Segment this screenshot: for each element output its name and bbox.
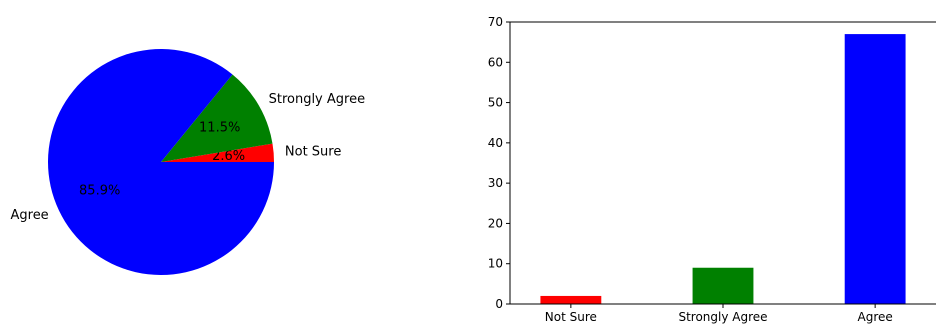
y-tick-label-60: 60 [488, 55, 503, 69]
y-tick-label-10: 10 [488, 257, 503, 271]
x-tick-label-agree: Agree [858, 310, 893, 324]
pie-chart: Not Sure 2.6% Strongly Agree 11.5% Agree 85.9… [10, 48, 366, 275]
pie-slice-strongly-agree [161, 74, 273, 162]
y-tick-label-0: 0 [495, 297, 503, 311]
x-tick-label-strongly-agree: Strongly Agree [678, 310, 767, 324]
bar-strongly-agree [692, 267, 754, 304]
pie-label-strongly-agree: Strongly Agree [269, 92, 366, 107]
y-tick-label-50: 50 [488, 96, 503, 110]
pie-label-agree: Agree [10, 208, 48, 223]
pie-percent-strongly-agree: 11.5% [199, 121, 240, 136]
pie-slice-not-sure [161, 143, 274, 162]
y-tick-label-30: 30 [488, 176, 503, 190]
bar-chart: Not Sure Strongly Agree Agree 0 10 20 30 40 50 60… [488, 15, 936, 324]
pie-percent-not-sure: 2.6% [212, 149, 245, 164]
y-tick-label-40: 40 [488, 136, 503, 150]
x-tick-label-not-sure: Not Sure [545, 310, 597, 324]
pie-label-not-sure: Not Sure [285, 144, 341, 159]
y-tick-label-20: 20 [488, 216, 503, 230]
pie-slice-agree [47, 48, 274, 275]
y-tick-label-70: 70 [488, 15, 503, 29]
bar-agree [844, 34, 906, 305]
bar-not-sure [540, 295, 602, 304]
pie-percent-agree: 85.9% [79, 184, 120, 199]
